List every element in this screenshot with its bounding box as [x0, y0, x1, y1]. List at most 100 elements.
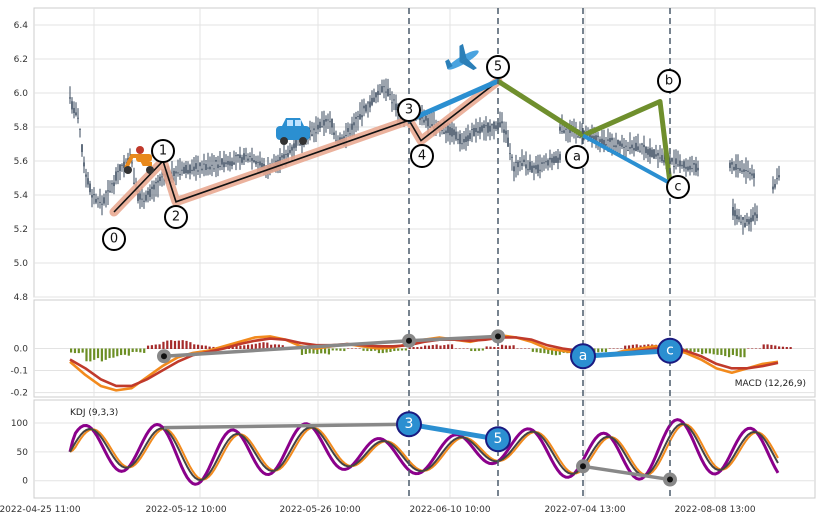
- candle-body: [175, 171, 177, 174]
- candle-body: [93, 194, 95, 196]
- candle-body: [505, 130, 507, 135]
- candle-body: [521, 163, 523, 166]
- candle-body: [173, 170, 175, 176]
- macd-histogram-bar: [146, 345, 150, 349]
- icons: [124, 43, 479, 174]
- macd-histogram-bar: [93, 348, 96, 360]
- candle-body: [237, 154, 239, 156]
- macd-histogram-bar: [774, 345, 777, 349]
- y-tick-label: 6.0: [14, 89, 29, 99]
- candle-body: [631, 144, 633, 149]
- candle-body: [613, 145, 615, 147]
- macd-histogram-bar: [404, 348, 407, 351]
- candle-body: [193, 166, 195, 171]
- candle-body: [619, 141, 621, 146]
- candle-body: [493, 121, 495, 129]
- macd-histogram-bar: [327, 348, 331, 355]
- y-tick-label: 5.8: [14, 123, 29, 133]
- macd-histogram-bar: [339, 348, 342, 351]
- candle-body: [81, 144, 83, 153]
- candle-body: [772, 186, 774, 190]
- kdj-panel: 0 50 100 3 5 KDJ (9,3,3): [11, 399, 816, 499]
- macd-histogram-bar: [300, 348, 304, 355]
- candle-body: [183, 166, 185, 174]
- candle-body: [103, 197, 105, 204]
- macd-histogram-bar: [320, 348, 323, 354]
- candle-body: [247, 158, 249, 161]
- candle-body: [753, 173, 755, 179]
- candle-body: [203, 163, 205, 165]
- wave-label: 5: [494, 431, 503, 447]
- candle-body: [117, 170, 119, 173]
- macd-histogram-bar: [412, 347, 415, 349]
- candle-body: [577, 136, 579, 138]
- corrective-wave-line: [496, 78, 673, 184]
- wave-marker-circle: [486, 55, 510, 79]
- candle-body: [555, 156, 557, 163]
- candle-body: [729, 162, 731, 168]
- macd-histogram-bar: [443, 345, 446, 349]
- macd-histogram-bar: [250, 344, 254, 349]
- candle-body: [179, 174, 181, 176]
- macd-histogram-bar: [770, 344, 773, 349]
- macd-histogram-bar: [389, 348, 392, 352]
- macd-histogram-bar: [720, 348, 723, 355]
- macd-histogram-bar: [116, 348, 119, 357]
- macd-histogram-bar: [616, 348, 619, 349]
- macd-histogram-bar: [766, 344, 769, 349]
- macd-histogram-bar: [323, 348, 327, 354]
- car-body: [276, 126, 310, 140]
- candle-body: [195, 163, 197, 169]
- macd-histogram-bar: [331, 348, 334, 351]
- macd-histogram-bar: [724, 348, 727, 357]
- candle-body: [251, 158, 253, 161]
- macd-histogram-bar: [727, 348, 731, 358]
- macd-histogram-bar: [131, 348, 134, 353]
- candle-body: [583, 130, 585, 133]
- candle-body: [227, 161, 229, 165]
- candle-body: [223, 162, 225, 168]
- candle-body: [774, 184, 776, 188]
- candle-body: [641, 143, 643, 145]
- candle-body: [441, 129, 443, 132]
- candle-body: [481, 125, 483, 132]
- candle-body: [373, 97, 375, 102]
- kdj-title: KDJ (9,3,3): [70, 408, 118, 418]
- macd-histogram-bar: [239, 345, 242, 349]
- macd-histogram-bar: [539, 348, 542, 353]
- kdj-pivot-dot-center: [580, 463, 586, 470]
- macd-histogram-bar: [154, 344, 157, 349]
- macd-histogram-bar: [377, 348, 381, 354]
- macd-histogram-bar: [170, 340, 173, 349]
- candle-body: [187, 169, 189, 174]
- corrective-ac-line: [582, 133, 671, 185]
- macd-histogram-bar: [608, 348, 611, 349]
- candle-body: [453, 129, 455, 136]
- macd-histogram-bar: [762, 344, 765, 349]
- y-tick-label: 5.2: [14, 225, 28, 235]
- candle-body: [673, 166, 675, 168]
- macd-histogram-bar: [489, 346, 492, 349]
- candle-body: [533, 165, 535, 169]
- candle-body: [431, 124, 433, 126]
- macd-histogram-bar: [716, 348, 719, 355]
- candle-body: [327, 119, 329, 121]
- candle-body: [615, 145, 617, 148]
- macd-histogram-bar: [708, 348, 711, 354]
- candle-body: [601, 138, 603, 146]
- macd-histogram-bar: [312, 348, 315, 354]
- candle-body: [659, 157, 661, 159]
- candle-body: [459, 134, 461, 144]
- macd-histogram-bar: [143, 348, 146, 353]
- macd-histogram-bar: [200, 345, 204, 349]
- candle-body: [85, 174, 87, 177]
- macd-histogram-bar: [270, 344, 273, 349]
- candle-body: [741, 170, 743, 172]
- y-tick-label: -0.2: [10, 389, 28, 399]
- candle-body: [553, 156, 555, 164]
- candle-body: [225, 162, 227, 165]
- macd-histogram-bar: [612, 348, 615, 349]
- candle-body: [255, 161, 257, 165]
- candle-body: [645, 146, 647, 154]
- candle-body: [157, 180, 159, 183]
